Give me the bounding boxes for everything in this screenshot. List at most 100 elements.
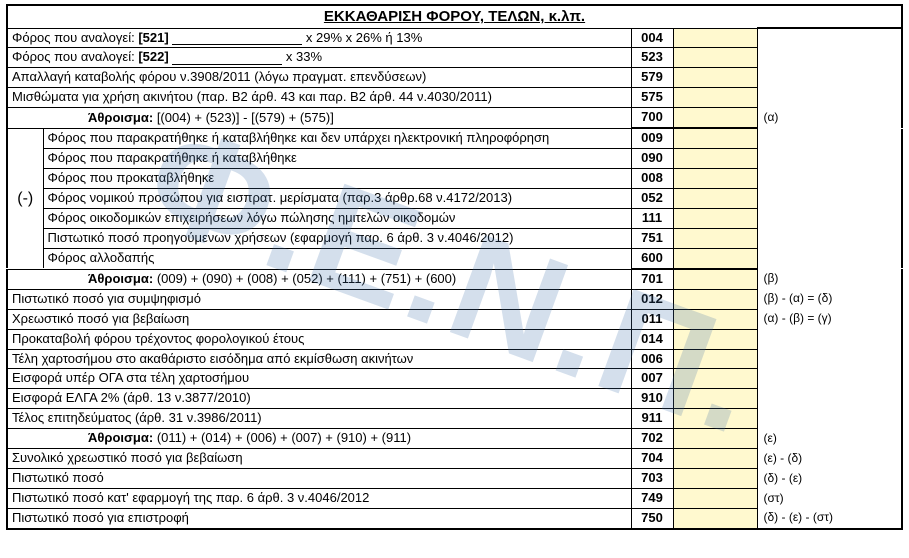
val-702[interactable] [673,429,757,449]
val-701[interactable] [673,269,757,289]
desc-008: Φόρος που προκαταβλήθηκε [43,169,631,189]
code-579: 579 [631,68,673,88]
code-700: 700 [631,108,673,128]
desc-090: Φόρος που παρακρατήθηκε ή καταβλήθηκε [43,149,631,169]
val-579[interactable] [673,68,757,88]
note-700: (α) [757,108,902,128]
code-006: 006 [631,349,673,369]
desc-014: Προκαταβολή φόρου τρέχοντος φορολογικού … [7,329,631,349]
note-749: (στ) [757,489,902,509]
val-009[interactable] [673,129,757,149]
desc-052: Φόρος νομικού προσώπου για εισπρατ. μερί… [43,189,631,209]
note-blank-top [757,28,902,108]
desc-702: Άθροισμα: (011) + (014) + (006) + (007) … [7,429,631,449]
val-911[interactable] [673,409,757,429]
page-title: ΕΚΚΑΘΑΡΙΣΗ ΦΟΡΟΥ, ΤΕΛΩΝ, κ.λπ. [7,5,902,28]
note-750: (δ) - (ε) - (στ) [757,509,902,529]
val-006[interactable] [673,349,757,369]
note-702: (ε) [757,429,902,449]
val-007[interactable] [673,369,757,389]
code-600: 600 [631,248,673,268]
row-750: Πιστωτικό ποσό για επιστροφή 750 (δ) - (… [7,509,902,529]
code-009: 009 [631,129,673,149]
tax-clearance-page: Φ.Ε.Ν.Π. ΕΚΚΑΘΑΡΙΣΗ ΦΟΡΟΥ, ΤΕΛΩΝ, κ.λπ. … [0,0,909,558]
row-014: Προκαταβολή φόρου τρέχοντος φορολογικού … [7,329,902,349]
val-011[interactable] [673,309,757,329]
code-749: 749 [631,489,673,509]
code-751: 751 [631,228,673,248]
tax-table-bottom: Άθροισμα: (009) + (090) + (008) + (052) … [6,269,903,530]
val-523[interactable] [673,48,757,68]
code-523: 523 [631,48,673,68]
code-008: 008 [631,169,673,189]
val-704[interactable] [673,449,757,469]
desc-007: Εισφορά υπέρ ΟΓΑ στα τέλη χαρτοσήμου [7,369,631,389]
desc-009: Φόρος που παρακρατήθηκε ή καταβλήθηκε κα… [43,129,631,149]
code-575: 575 [631,88,673,108]
code-750: 750 [631,509,673,529]
val-749[interactable] [673,489,757,509]
code-012: 012 [631,289,673,309]
desc-579: Απαλλαγή καταβολής φόρου ν.3908/2011 (λό… [7,68,631,88]
desc-111: Φόρος οικοδομικών επιχειρήσεων λόγω πώλη… [43,208,631,228]
note-012: (β) - (α) = (δ) [757,289,902,309]
desc-700: Άθροισμα: [(004) + (523)] - [(579) + (57… [7,108,631,128]
row-700: Άθροισμα: [(004) + (523)] - [(579) + (57… [7,108,902,128]
code-910: 910 [631,389,673,409]
desc-575: Μισθώματα για χρήση ακινήτου (παρ. Β2 άρ… [7,88,631,108]
code-704: 704 [631,449,673,469]
val-751[interactable] [673,228,757,248]
note-011: (α) - (β) = (γ) [757,309,902,329]
val-703[interactable] [673,469,757,489]
desc-701: Άθροισμα: (009) + (090) + (008) + (052) … [7,269,631,289]
note-blank-mid [757,329,902,429]
row-703: Πιστωτικό ποσό 703 (δ) - (ε) [7,469,902,489]
desc-704: Συνολικό χρεωστικό ποσό για βεβαίωση [7,449,631,469]
desc-004: Φόρος που αναλογεί: [521] x 29% x 26% ή … [7,28,631,48]
desc-703: Πιστωτικό ποσό [7,469,631,489]
code-052: 052 [631,189,673,209]
code-007: 007 [631,369,673,389]
val-111[interactable] [673,208,757,228]
tax-table-minus: (-) Φόρος που παρακρατήθηκε ή καταβλήθηκ… [6,128,903,269]
row-704: Συνολικό χρεωστικό ποσό για βεβαίωση 704… [7,449,902,469]
val-004[interactable] [673,28,757,48]
val-052[interactable] [673,189,757,209]
val-090[interactable] [673,149,757,169]
code-014: 014 [631,329,673,349]
code-701: 701 [631,269,673,289]
desc-600: Φόρος αλλοδαπής [43,248,631,268]
note-703: (δ) - (ε) [757,469,902,489]
code-011: 011 [631,309,673,329]
minus-indicator: (-) [7,129,43,269]
val-750[interactable] [673,509,757,529]
code-911: 911 [631,409,673,429]
row-009: (-) Φόρος που παρακρατήθηκε ή καταβλήθηκ… [7,129,902,149]
note-704: (ε) - (δ) [757,449,902,469]
row-004: Φόρος που αναλογεί: [521] x 29% x 26% ή … [7,28,902,48]
tax-table: ΕΚΚΑΘΑΡΙΣΗ ΦΟΡΟΥ, ΤΕΛΩΝ, κ.λπ. Φόρος που… [6,4,903,128]
desc-749: Πιστωτικό ποσό κατ' εφαρμογή της παρ. 6 … [7,489,631,509]
row-011: Χρεωστικό ποσό για βεβαίωση 011 (α) - (β… [7,309,902,329]
code-090: 090 [631,149,673,169]
desc-012: Πιστωτικό ποσό για συμψηφισμό [7,289,631,309]
desc-523: Φόρος που αναλογεί: [522] x 33% [7,48,631,68]
row-701: Άθροισμα: (009) + (090) + (008) + (052) … [7,269,902,289]
title-row: ΕΚΚΑΘΑΡΙΣΗ ΦΟΡΟΥ, ΤΕΛΩΝ, κ.λπ. [7,5,902,28]
val-600[interactable] [673,248,757,268]
code-111: 111 [631,208,673,228]
note-701: (β) [757,269,902,289]
row-749: Πιστωτικό ποσό κατ' εφαρμογή της παρ. 6 … [7,489,902,509]
val-008[interactable] [673,169,757,189]
val-700[interactable] [673,108,757,128]
desc-751: Πιστωτικό ποσό προηγούμενων χρήσεων (εφα… [43,228,631,248]
code-004: 004 [631,28,673,48]
val-575[interactable] [673,88,757,108]
desc-910: Εισφορά ΕΛΓΑ 2% (άρθ. 13 ν.3877/2010) [7,389,631,409]
desc-011: Χρεωστικό ποσό για βεβαίωση [7,309,631,329]
row-012: Πιστωτικό ποσό για συμψηφισμό 012 (β) - … [7,289,902,309]
val-910[interactable] [673,389,757,409]
desc-006: Τέλη χαρτοσήμου στο ακαθάριστο εισόδημα … [7,349,631,369]
val-012[interactable] [673,289,757,309]
val-014[interactable] [673,329,757,349]
